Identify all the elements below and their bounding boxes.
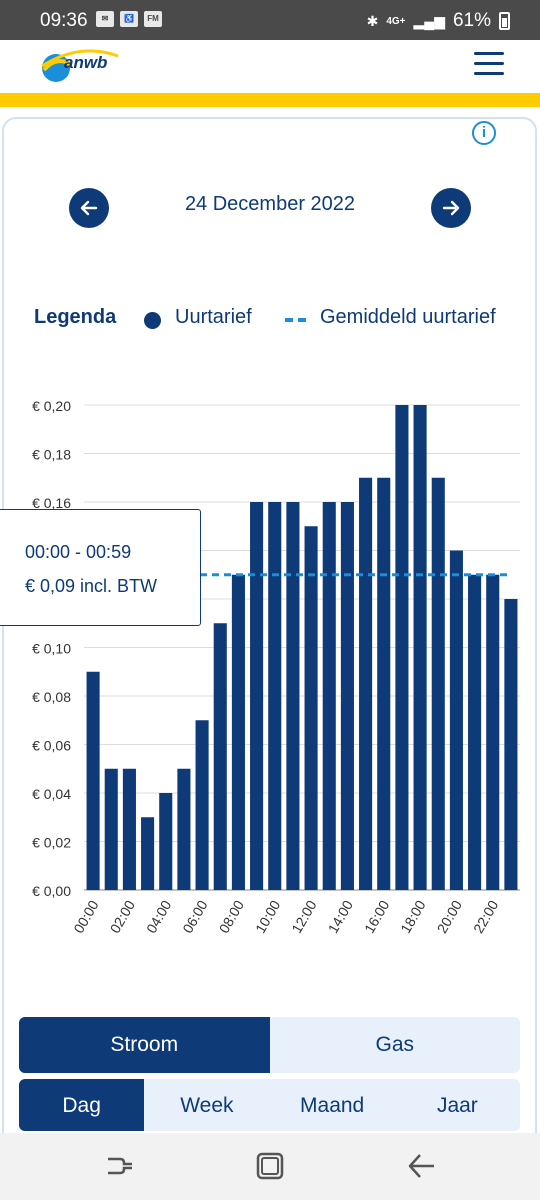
bar-18:00 xyxy=(413,405,427,890)
next-day-button[interactable] xyxy=(431,188,471,228)
battery-level: 61% xyxy=(452,10,491,31)
x-tick-label: 14:00 xyxy=(325,897,356,936)
legend-dot-icon xyxy=(144,312,161,329)
mail-icon: ✉ xyxy=(96,11,114,27)
bar-00:00 xyxy=(86,671,100,890)
battery-icon xyxy=(499,12,510,30)
accessibility-icon: ♿ xyxy=(120,11,138,27)
x-tick-label: 20:00 xyxy=(434,897,465,936)
selected-date: 24 December 2022 xyxy=(184,193,356,215)
x-tick-label: 22:00 xyxy=(470,897,501,936)
tooltip-price: € 0,09 incl. BTW xyxy=(25,576,158,596)
hourly-price-chart: € 0,00 € 0,02 € 0,04 € 0,06 € 0,08 € 0,10 € 0,… xyxy=(32,398,520,936)
tab-jaar[interactable]: Jaar xyxy=(436,1094,478,1117)
tab-dag[interactable]: Dag xyxy=(19,1079,145,1131)
bar-14:00 xyxy=(340,502,354,890)
tab-stroom[interactable]: Stroom xyxy=(19,1017,270,1073)
bar-22:00 xyxy=(486,574,500,890)
legend-dash-icon xyxy=(285,318,307,322)
logo-text: anwb xyxy=(64,53,107,72)
hamburger-menu-icon[interactable] xyxy=(468,52,510,82)
x-tick-label: 08:00 xyxy=(216,897,247,936)
y-tick-label: € 0,10 xyxy=(32,641,71,657)
legend-title: Legenda xyxy=(34,306,117,328)
bar-17:00 xyxy=(395,405,409,890)
x-tick-label: 04:00 xyxy=(143,897,174,936)
x-tick-label: 06:00 xyxy=(179,897,210,936)
chart-tooltip: 00:00 - 00:59 € 0,09 incl. BTW xyxy=(0,509,201,626)
bar-19:00 xyxy=(431,477,445,890)
bar-12:00 xyxy=(304,526,318,890)
bar-13:00 xyxy=(322,502,336,890)
brand-stripe xyxy=(0,93,540,107)
status-time: 09:36 xyxy=(40,10,88,31)
tab-gas[interactable]: Gas xyxy=(375,1033,414,1056)
y-tick-label: € 0,08 xyxy=(32,689,71,705)
x-tick-label: 00:00 xyxy=(70,897,101,936)
bar-06:00 xyxy=(195,720,209,890)
legend-hourly-rate: Uurtarief xyxy=(175,306,252,328)
bar-11:00 xyxy=(286,502,300,890)
bar-20:00 xyxy=(449,550,463,890)
system-navigation-bar xyxy=(0,1133,540,1200)
bar-02:00 xyxy=(122,768,136,890)
y-tick-label: € 0,18 xyxy=(32,447,71,463)
period-tabs: Dag Week Maand Jaar xyxy=(19,1079,520,1131)
bar-21:00 xyxy=(468,574,482,890)
x-tick-label: 16:00 xyxy=(361,897,392,936)
app-header: anwb xyxy=(0,40,540,92)
tab-maand[interactable]: Maand xyxy=(300,1094,365,1117)
y-tick-label: € 0,02 xyxy=(32,835,71,851)
legend-average-rate: Gemiddeld uurtarief xyxy=(320,306,496,328)
fm-radio-icon: FM xyxy=(144,11,162,27)
y-tick-label: € 0,04 xyxy=(32,786,71,802)
signal-icon: ▂▄▆ xyxy=(413,12,445,29)
y-tick-label: € 0,06 xyxy=(32,738,71,754)
info-icon[interactable]: i xyxy=(472,121,496,145)
bar-09:00 xyxy=(250,502,264,890)
y-tick-label: € 0,00 xyxy=(32,883,71,899)
status-bar: 09:36 ✉ ♿ FM ✱ 4G+ ▂▄▆ 61% xyxy=(0,0,540,40)
arrow-right-icon xyxy=(442,200,460,216)
recent-apps-icon[interactable] xyxy=(104,1151,136,1186)
tab-week[interactable]: Week xyxy=(180,1094,234,1117)
bar-15:00 xyxy=(359,477,373,890)
network-type: 4G+ xyxy=(386,15,406,27)
y-tick-label: € 0,16 xyxy=(32,495,71,511)
home-icon[interactable] xyxy=(255,1151,285,1186)
back-icon[interactable] xyxy=(406,1151,438,1186)
bluetooth-icon: ✱ xyxy=(366,12,379,29)
anwb-logo[interactable]: anwb xyxy=(40,46,120,86)
x-tick-label: 18:00 xyxy=(397,897,428,936)
tooltip-time-range: 00:00 - 00:59 xyxy=(25,542,132,562)
bar-23:00 xyxy=(504,599,518,890)
bar-05:00 xyxy=(177,768,191,890)
arrow-left-icon xyxy=(80,200,98,216)
x-tick-label: 02:00 xyxy=(107,897,138,936)
bar-08:00 xyxy=(231,574,245,890)
y-tick-label: € 0,20 xyxy=(32,398,71,414)
x-tick-label: 10:00 xyxy=(252,897,283,936)
bar-10:00 xyxy=(268,502,282,890)
bar-04:00 xyxy=(159,793,173,890)
bar-07:00 xyxy=(213,623,227,890)
bar-01:00 xyxy=(104,768,118,890)
energy-type-tabs: Stroom Gas xyxy=(19,1017,520,1073)
previous-day-button[interactable] xyxy=(69,188,109,228)
bar-03:00 xyxy=(141,817,155,890)
bar-16:00 xyxy=(377,477,391,890)
x-tick-label: 12:00 xyxy=(288,897,319,936)
